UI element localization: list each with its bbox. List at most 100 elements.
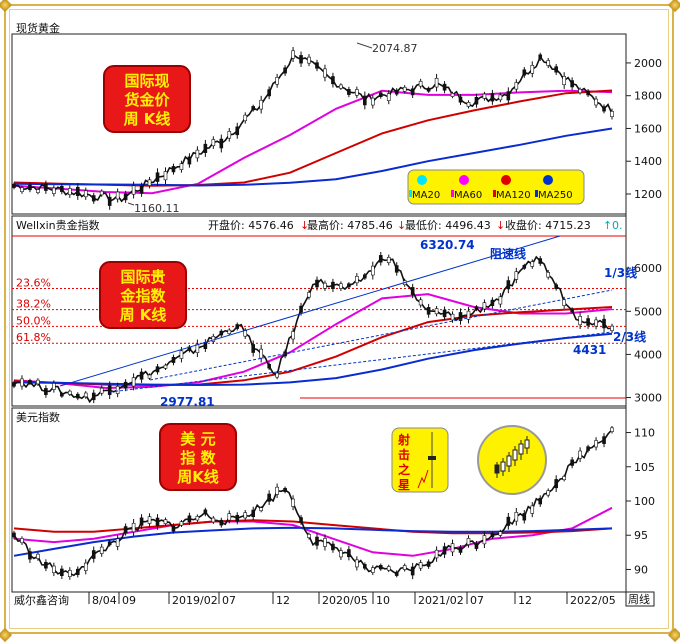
index-badge-line2: 金指数	[119, 287, 166, 305]
candle-body	[315, 279, 319, 288]
candle-body	[179, 163, 184, 170]
usd-panel-title: 美元指数	[16, 410, 60, 424]
period-mode-label[interactable]: 周线	[628, 592, 650, 606]
index-badge-line1: 国际贵	[120, 268, 165, 286]
star-char-1: 射	[397, 432, 410, 447]
ma-legend: MA20 MA60 MA120 MA250	[407, 169, 585, 205]
candle-body	[139, 517, 144, 526]
candle-body	[466, 538, 471, 545]
usd-badge-line1: 美 元	[180, 430, 215, 448]
candle-body	[610, 427, 614, 432]
ma60-line	[13, 506, 613, 557]
candle-body	[554, 479, 558, 489]
change-label: 0.	[612, 219, 623, 232]
gold-badge-line1: 国际现	[124, 72, 169, 90]
candle-body	[283, 487, 287, 492]
candle-body	[68, 570, 72, 577]
candle-body	[259, 348, 263, 359]
y-tick-label: 3000	[634, 392, 662, 405]
candle-body	[506, 516, 511, 526]
candle-body	[514, 512, 519, 522]
candle-body	[275, 372, 279, 378]
candle-body	[386, 566, 391, 571]
usd-y-ticks: 90 95 100 105 110	[626, 427, 655, 576]
period-mode-box[interactable]	[625, 591, 655, 607]
x-tick-label: 2019/02	[172, 594, 218, 607]
candle-body	[147, 179, 152, 186]
legend-swatch	[535, 190, 538, 197]
candle-body	[498, 296, 503, 305]
index-panel-title: Wellxin贵金指数	[16, 218, 100, 232]
candle-body	[115, 386, 120, 394]
candle-body	[458, 312, 463, 321]
shooting-star-body-icon	[428, 456, 436, 460]
gold-panel-title: 现货黄金	[16, 21, 60, 35]
candle-body	[474, 543, 479, 549]
candle-body	[115, 191, 120, 200]
two-third-line	[109, 331, 613, 393]
candle-body	[594, 319, 598, 327]
candle-body	[315, 536, 319, 546]
candle-body	[28, 380, 32, 384]
fib-label: 61.8%	[16, 331, 51, 344]
candle-body	[83, 190, 88, 198]
candle-body	[147, 374, 152, 379]
candle-body	[227, 329, 232, 334]
gold-high-pointer	[356, 42, 373, 49]
candle-body	[458, 547, 463, 553]
index-low-label: 2977.81	[160, 395, 215, 409]
candle-body	[378, 255, 383, 263]
ma60-line	[13, 89, 613, 195]
x-tick-label: 12	[276, 594, 290, 607]
candle-body	[594, 98, 598, 106]
x-tick-label: 07	[470, 594, 484, 607]
candle-body	[426, 307, 431, 315]
one-third-label: 1/3线	[604, 265, 637, 280]
y-tick-label: 4000	[634, 348, 662, 361]
candle-body	[331, 281, 335, 290]
candle-body	[418, 80, 423, 87]
candle-body	[410, 88, 415, 96]
y-tick-label: 110	[634, 427, 655, 440]
candle-body	[107, 196, 112, 206]
candle-body	[466, 310, 471, 320]
x-tick-label: 09	[122, 594, 136, 607]
candle-body	[418, 299, 423, 306]
candle-body	[442, 309, 447, 318]
usd-badge: 美 元 指 数 周K线	[159, 423, 237, 491]
fib-label: 50.0%	[16, 314, 51, 327]
candle-body	[123, 526, 128, 533]
candle-body	[410, 287, 415, 295]
star-char-4: 星	[398, 478, 410, 492]
candle-body	[52, 383, 56, 390]
candle-body	[323, 68, 327, 78]
candle-body	[171, 166, 176, 173]
candle-body	[36, 189, 40, 193]
candle-body	[370, 265, 375, 276]
gold-badge-line2: 货金价	[124, 91, 170, 109]
legend-marker	[417, 175, 427, 185]
gold-plot	[12, 47, 614, 210]
gold-high-label: 2074.87	[372, 42, 418, 55]
ma250-line	[13, 332, 613, 387]
candle-body	[307, 533, 311, 538]
candle-body	[291, 498, 295, 507]
candle-body	[163, 364, 168, 369]
candle-body	[171, 356, 176, 363]
candle-body	[187, 515, 192, 523]
candle-body	[179, 521, 184, 526]
candle-body	[299, 305, 303, 313]
candle-body	[195, 343, 200, 353]
candle-body	[386, 93, 391, 101]
y-tick-label: 1600	[634, 122, 662, 135]
candle-body	[147, 516, 152, 524]
candle-body	[123, 193, 128, 201]
ma120-line	[13, 519, 613, 535]
candle-body	[394, 571, 399, 576]
candle-body	[227, 513, 232, 521]
candle-body	[83, 562, 88, 571]
candle-body	[267, 493, 271, 502]
y-tick-label: 5000	[634, 305, 662, 318]
candle-body	[538, 54, 543, 60]
candle-body	[75, 393, 80, 399]
